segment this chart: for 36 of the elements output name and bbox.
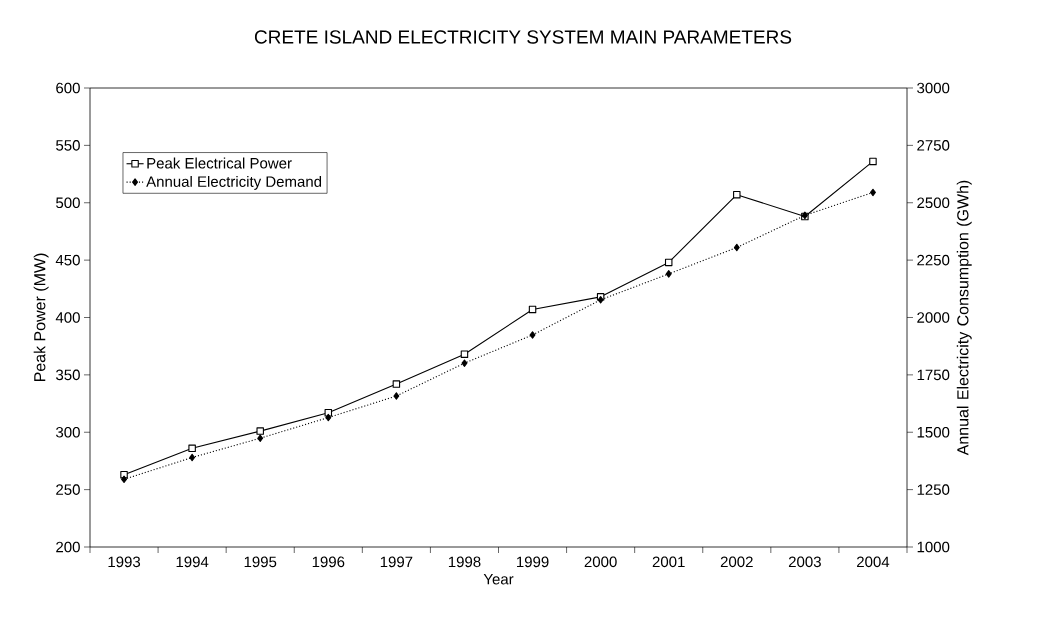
x-tick-label: 1994 (176, 556, 209, 568)
y2-tick-label: 3000 (917, 82, 950, 94)
y-axis-title: Peak Power (MW) (33, 253, 49, 382)
y2-tick-label: 1000 (917, 541, 950, 553)
x-tick-label: 1995 (244, 556, 277, 568)
y2-tick-label: 1500 (917, 426, 950, 438)
x-tick-label: 2003 (788, 556, 821, 568)
y-tick-label: 250 (56, 484, 80, 495)
chart-title: CRETE ISLAND ELECTRICITY SYSTEM MAIN PARAMETERS (254, 30, 792, 44)
y2-tick-label: 2500 (917, 197, 950, 209)
y-tick-label: 450 (55, 254, 80, 266)
x-tick-label: 2002 (720, 556, 753, 568)
y2-tick-label: 2250 (917, 254, 950, 266)
x-tick-label: 1999 (517, 556, 549, 568)
x-tick-label: 2000 (584, 556, 617, 568)
x-tick-label: 2001 (652, 556, 685, 568)
y2-tick-label: 1750 (917, 369, 950, 381)
y2-tick-label: 1250 (917, 484, 950, 495)
x-tick-label: 1993 (108, 556, 141, 568)
y-tick-label: 200 (56, 541, 80, 553)
y-tick-label: 500 (56, 197, 80, 209)
x-axis-title: Year (483, 574, 514, 585)
y-tick-label: 600 (56, 82, 80, 94)
legend-label: Peak Electrical Power (147, 157, 292, 169)
y-tick-label: 400 (55, 312, 80, 323)
y-tick-label: 350 (56, 369, 80, 381)
y2-tick-label: 2000 (917, 312, 950, 323)
x-tick-label: 1996 (312, 556, 345, 568)
y-tick-label: 550 (56, 140, 80, 151)
x-tick-label: 1998 (448, 556, 481, 568)
x-tick-label: 2004 (857, 556, 890, 568)
y-tick-label: 300 (56, 426, 80, 438)
y2-axis-title: Annual Electricity Consumption (GWh) (956, 180, 972, 456)
x-tick-label: 1997 (380, 556, 413, 568)
y2-tick-label: 2750 (917, 140, 950, 151)
legend-label: Annual Electricity Demand (146, 175, 322, 190)
